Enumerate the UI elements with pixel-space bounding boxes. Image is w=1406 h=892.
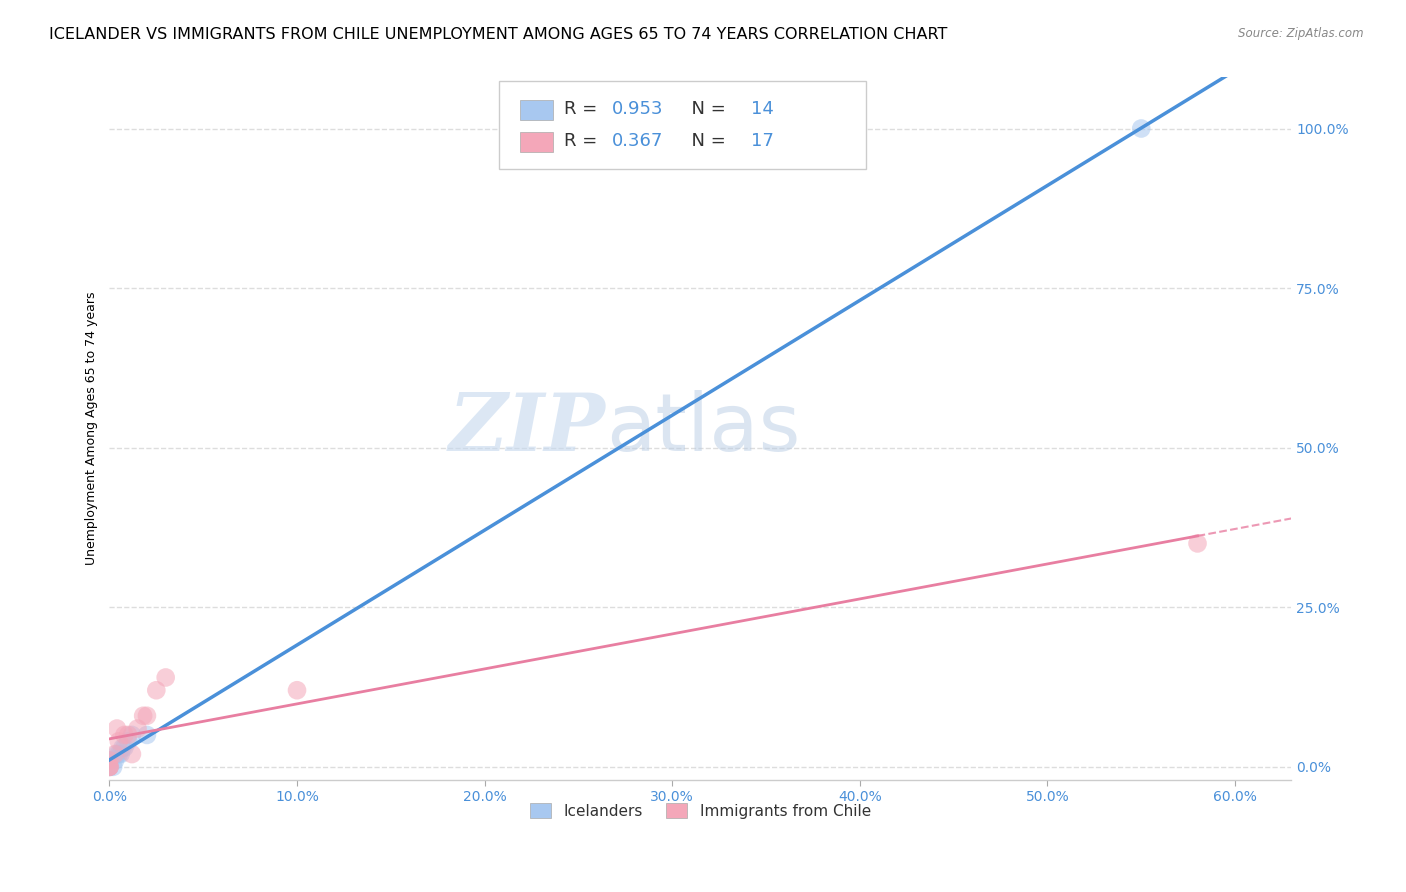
- Point: [145, 683, 167, 698]
- Text: 14: 14: [751, 100, 775, 118]
- Point: [104, 747, 127, 761]
- Point: [105, 722, 128, 736]
- Point: [127, 722, 149, 736]
- Point: [1130, 121, 1153, 136]
- Text: N =: N =: [681, 132, 731, 150]
- Text: R =: R =: [564, 100, 603, 118]
- Point: [105, 747, 128, 761]
- Legend: Icelanders, Immigrants from Chile: Icelanders, Immigrants from Chile: [524, 797, 877, 824]
- Point: [104, 754, 127, 768]
- FancyBboxPatch shape: [520, 100, 553, 120]
- Point: [117, 728, 139, 742]
- Point: [110, 747, 132, 761]
- Point: [132, 708, 155, 723]
- Text: R =: R =: [564, 132, 603, 150]
- FancyBboxPatch shape: [499, 81, 866, 169]
- Point: [98, 760, 121, 774]
- Point: [98, 754, 121, 768]
- Point: [155, 670, 177, 684]
- Point: [107, 734, 129, 748]
- Point: [112, 740, 135, 755]
- Point: [112, 728, 135, 742]
- Text: ICELANDER VS IMMIGRANTS FROM CHILE UNEMPLOYMENT AMONG AGES 65 TO 74 YEARS CORREL: ICELANDER VS IMMIGRANTS FROM CHILE UNEMP…: [49, 27, 948, 42]
- Point: [117, 734, 139, 748]
- Text: 0.953: 0.953: [612, 100, 664, 118]
- Point: [285, 683, 308, 698]
- Text: ZIP: ZIP: [449, 390, 606, 467]
- Text: Source: ZipAtlas.com: Source: ZipAtlas.com: [1239, 27, 1364, 40]
- Text: 17: 17: [751, 132, 775, 150]
- FancyBboxPatch shape: [520, 132, 553, 152]
- Point: [111, 740, 134, 755]
- Point: [98, 760, 121, 774]
- Y-axis label: Unemployment Among Ages 65 to 74 years: Unemployment Among Ages 65 to 74 years: [86, 292, 98, 566]
- Point: [98, 760, 121, 774]
- Point: [136, 728, 159, 742]
- Point: [98, 760, 121, 774]
- Point: [101, 760, 124, 774]
- Point: [1187, 536, 1209, 550]
- Point: [136, 708, 159, 723]
- Point: [98, 760, 121, 774]
- Point: [107, 747, 129, 761]
- Text: 0.367: 0.367: [612, 132, 664, 150]
- Point: [121, 728, 143, 742]
- Text: atlas: atlas: [606, 390, 800, 467]
- Text: N =: N =: [681, 100, 731, 118]
- Point: [121, 747, 143, 761]
- Point: [98, 754, 121, 768]
